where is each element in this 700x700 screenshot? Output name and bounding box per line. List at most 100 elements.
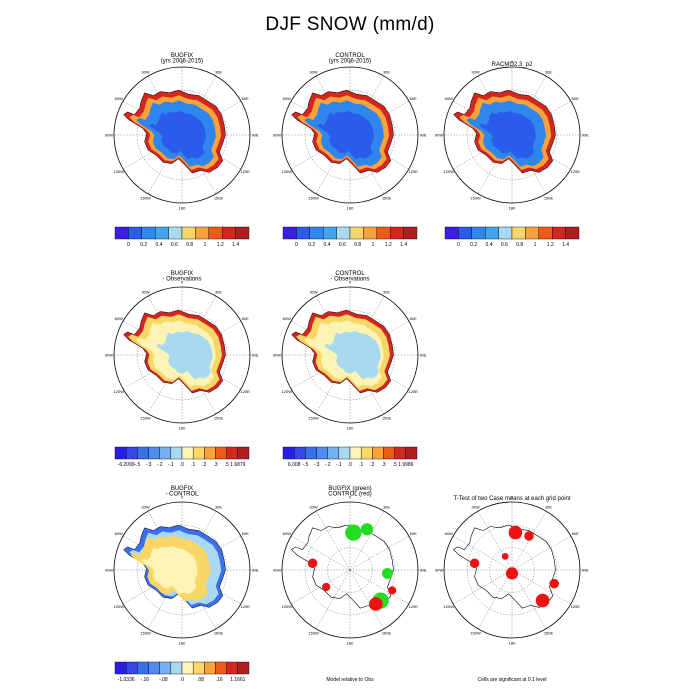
colorbar-tick-label: 1.9986	[398, 462, 414, 468]
colorbar-tick-label: 0	[127, 242, 130, 248]
continent-outline	[453, 524, 556, 609]
continent-core	[317, 111, 374, 160]
colorbar-tick-label: -.2	[325, 462, 331, 468]
degree-label: 120E	[571, 169, 581, 174]
degree-label: 90W	[105, 353, 113, 358]
polar-map-5: 0 30E 60E 90E 120E 150E 180 150W 120W 90W 60W 30W	[105, 495, 259, 646]
degree-label: 0	[181, 280, 184, 285]
panel-title: BUGFIX	[171, 53, 193, 59]
colorbar-2: 0 0.2 0.4 0.6 0.8 1 1.2 1.4	[444, 226, 580, 248]
degree-label: 90E	[251, 568, 258, 573]
degree-label: 60W	[115, 316, 123, 321]
degree-label: 180	[179, 206, 186, 211]
significance-cell	[322, 582, 331, 592]
latitude-circle	[304, 309, 396, 401]
significance-cell	[505, 567, 519, 580]
colorbar-swatch	[394, 446, 407, 460]
polar-map-6: 0 30E 60E 90E 120E 150E 180 150W 120W 90W 60W 30W	[273, 495, 427, 646]
degree-label: 30E	[545, 504, 552, 509]
colorbar-swatch	[323, 226, 337, 240]
colorbar-swatch	[403, 226, 418, 240]
significance-cell	[369, 597, 383, 611]
colorbar-swatch	[405, 446, 418, 460]
panel-note: Cells are significant at 0.1 level	[478, 677, 547, 683]
degree-label: 150E	[382, 416, 392, 421]
meridian-line	[477, 134, 513, 194]
colorbar-swatch	[237, 446, 250, 460]
colorbar-swatch	[336, 226, 351, 240]
significance-cell	[501, 553, 509, 560]
degree-label: 150E	[214, 416, 224, 421]
degree-label: 150W	[470, 631, 481, 636]
panel-title: CONTROL	[335, 53, 365, 59]
meridian-line	[291, 569, 351, 605]
meridian-line	[349, 569, 385, 629]
colorbar-5: -1.0336 -.16 -.08 .0 .08 .16 1.1661	[114, 661, 250, 683]
colorbar-swatch	[141, 226, 156, 240]
colorbar-tick-label: 1.4	[232, 242, 239, 248]
colorbar-tick-label: 1.1661	[230, 677, 246, 683]
degree-label: 60E	[242, 531, 249, 536]
colorbar-swatch	[159, 446, 172, 460]
colorbar-swatch	[215, 446, 227, 460]
degree-label: 0	[349, 280, 352, 285]
colorbar-swatch	[376, 226, 391, 240]
degree-label: 30W	[471, 504, 479, 509]
meridian-line	[315, 354, 351, 414]
degree-label: 30W	[141, 504, 149, 509]
meridian-line	[315, 511, 351, 571]
colorbar-tick-label: 1.2	[217, 242, 224, 248]
latitude-circle	[136, 89, 228, 181]
degree-label: 0	[349, 60, 352, 65]
meridian-line	[511, 569, 571, 605]
degree-label: 0	[511, 495, 514, 500]
colorbar-swatch	[128, 226, 142, 240]
latitude-circle	[304, 89, 396, 181]
degree-label: 90W	[273, 568, 281, 573]
degree-label: 90E	[251, 353, 258, 358]
significance-cell	[381, 567, 393, 579]
colorbar-tick-label: 0.6	[501, 242, 508, 248]
meridian-line	[147, 569, 183, 629]
polar-map-4: 0 30E 60E 90E 120E 150E 180 150W 120W 90W 60W 30W	[273, 280, 427, 431]
colorbar-tick-label: .08	[197, 677, 204, 683]
colorbar-tick-label: .5	[225, 462, 229, 468]
colorbar-tick-label: 6.008	[288, 462, 301, 468]
colorbar-swatch	[444, 226, 459, 240]
degree-label: 120E	[409, 169, 419, 174]
meridian-line	[477, 569, 513, 629]
degree-label: 150E	[382, 196, 392, 201]
panel-title: BUGFIX	[171, 271, 193, 277]
colorbar-swatch	[349, 226, 364, 240]
colorbar-tick-label: -.3	[146, 462, 152, 468]
meridian-line	[453, 569, 513, 605]
degree-label: 90E	[419, 568, 426, 573]
colorbar-swatch	[192, 661, 205, 675]
colorbar-tick-label: 1.6879	[230, 462, 246, 468]
degree-label: 150W	[140, 196, 151, 201]
meridian-line	[349, 511, 385, 571]
colorbar-tick-label: .3	[213, 462, 217, 468]
degree-label: 30W	[309, 289, 317, 294]
colorbar-tick-label: 0.8	[516, 242, 523, 248]
panel-title: RACMO2.3_p2	[492, 62, 533, 68]
colorbar-tick-label: 1	[534, 242, 537, 248]
degree-label: 120E	[241, 604, 251, 609]
degree-label: 0	[511, 60, 514, 65]
colorbar-swatch	[552, 226, 566, 240]
colorbar-swatch	[565, 226, 580, 240]
colorbar-tick-label: 1.2	[547, 242, 554, 248]
polar-map-1: 0 30E 60E 90E 120E 150E 180 150W 120W 90W 60W 30W	[273, 60, 427, 211]
colorbar-swatch	[125, 661, 138, 675]
colorbar-swatch	[148, 446, 160, 460]
colorbar-swatch	[293, 446, 306, 460]
meridian-line	[315, 134, 351, 194]
degree-label: 30E	[215, 69, 222, 74]
colorbar-swatch	[195, 226, 209, 240]
latitude-circle	[466, 524, 558, 616]
colorbar-swatch	[338, 446, 351, 460]
significance-cell	[360, 523, 374, 536]
colorbar-tick-label: 0.6	[339, 242, 346, 248]
degree-label: 120E	[241, 389, 251, 394]
colorbar-swatch	[137, 446, 149, 460]
